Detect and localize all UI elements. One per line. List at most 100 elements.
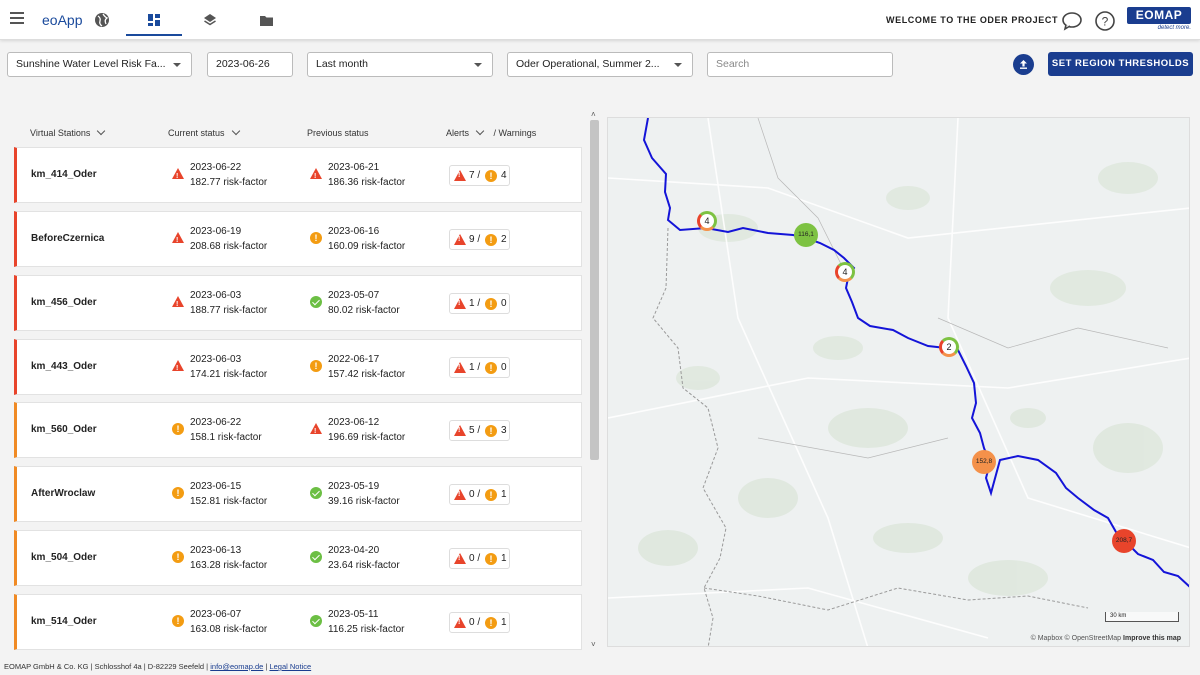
warning-icon: ! — [485, 489, 497, 501]
previous-date: 2023-06-12 — [328, 417, 380, 428]
alerts-warnings-badge: 1 /! 0 — [449, 357, 510, 378]
warning-icon: ! — [485, 298, 497, 310]
alert-icon — [454, 298, 466, 309]
warning-icon: ! — [485, 425, 497, 437]
current-value: 158.1 risk-factor — [190, 431, 262, 443]
map-view[interactable]: 4 116,1 4 2 152,8 208,7 30 km © Mapbox © Open… — [607, 117, 1190, 647]
folder-icon[interactable] — [254, 8, 278, 32]
legal-notice-link[interactable]: Legal Notice — [269, 662, 312, 671]
email-link[interactable]: info@eomap.de — [210, 662, 264, 671]
alert-icon — [310, 423, 322, 440]
alerts-warnings-badge: 7 /! 4 — [449, 165, 510, 186]
chevron-down-icon — [231, 126, 240, 136]
ok-icon — [310, 487, 322, 499]
chevron-down-icon — [475, 126, 485, 136]
alerts-warnings-badge: 9 /! 2 — [449, 229, 510, 250]
station-row[interactable]: km_504_Oder! 2023-06-13 163.28 risk-factor… — [14, 530, 582, 586]
warnings-count: 0 — [501, 298, 507, 309]
alert-icon — [454, 617, 466, 628]
chevron-down-icon — [97, 126, 106, 136]
warnings-count: 4 — [501, 170, 507, 181]
warning-icon: ! — [172, 615, 184, 627]
previous-value: 39.16 risk-factor — [328, 495, 400, 507]
alerts-count: 0 / — [469, 617, 481, 628]
ok-icon — [310, 296, 322, 308]
previous-value: 116.25 risk-factor — [328, 623, 405, 635]
current-date: 2023-06-19 — [190, 226, 242, 237]
region-select[interactable]: Oder Operational, Summer 2... — [507, 52, 693, 77]
station-name: BeforeCzernica — [31, 233, 105, 244]
scroll-up-icon[interactable]: ˄ — [591, 110, 596, 119]
alert-icon — [454, 234, 466, 245]
warning-icon: ! — [310, 232, 322, 244]
previous-date: 2023-05-11 — [328, 609, 379, 620]
station-row[interactable]: km_514_Oder! 2023-06-07 163.08 risk-factor… — [14, 594, 582, 650]
previous-value: 157.42 risk-factor — [328, 368, 406, 380]
alerts-warnings-badge: 1 /! 0 — [449, 293, 510, 314]
globe-icon[interactable] — [90, 8, 114, 32]
alerts-count: 1 / — [469, 362, 481, 373]
station-name: km_456_Oder — [31, 297, 97, 308]
upload-button[interactable] — [1013, 54, 1034, 75]
menu-icon[interactable] — [10, 12, 24, 24]
station-row[interactable]: km_414_Oder 2023-06-22 182.77 risk-factor 2… — [14, 147, 582, 203]
improve-map-link[interactable]: Improve this map — [1123, 635, 1181, 642]
period-select[interactable]: Last month — [307, 52, 493, 77]
current-date: 2023-06-13 — [190, 545, 242, 556]
eomap-logo: EOMAP detect more. — [1127, 7, 1191, 33]
chat-icon[interactable] — [1061, 10, 1083, 32]
previous-value: 186.36 risk-factor — [328, 176, 406, 188]
station-row[interactable]: km_560_Oder! 2023-06-22 158.1 risk-factor 2… — [14, 402, 582, 458]
current-date: 2023-06-03 — [190, 290, 242, 301]
cluster-marker[interactable]: 2 — [939, 337, 959, 357]
station-row[interactable]: km_456_Oder 2023-06-03 188.77 risk-factor 2… — [14, 275, 582, 331]
station-row[interactable]: BeforeCzernica 2023-06-19 208.68 risk-fact… — [14, 211, 582, 267]
alert-icon — [172, 168, 184, 185]
station-row[interactable]: AfterWroclaw! 2023-06-15 152.81 risk-facto… — [14, 466, 582, 522]
date-input[interactable]: 2023-06-26 — [207, 52, 293, 77]
warning-icon: ! — [485, 553, 497, 565]
cluster-marker[interactable]: 4 — [835, 262, 855, 282]
warnings-count: 0 — [501, 362, 507, 373]
warnings-count: 1 — [501, 553, 507, 564]
current-date: 2023-06-22 — [190, 417, 242, 428]
warning-icon: ! — [172, 423, 184, 435]
layers-icon[interactable] — [198, 8, 222, 32]
search-input[interactable]: Search — [707, 52, 893, 77]
alert-icon — [172, 232, 184, 249]
help-icon[interactable]: ? — [1094, 10, 1116, 32]
header-current-status[interactable]: Current status — [168, 126, 240, 142]
value-marker[interactable]: 208,7 — [1112, 529, 1136, 553]
warnings-count: 3 — [501, 425, 507, 436]
alerts-count: 0 / — [469, 553, 481, 564]
top-bar: eoApp WELCOME TO THE ODER PROJECT ? EOMA… — [0, 0, 1200, 40]
current-value: 174.21 risk-factor — [190, 368, 268, 380]
warning-icon: ! — [485, 170, 497, 182]
previous-date: 2023-06-16 — [328, 226, 380, 237]
header-previous-status: Previous status — [307, 128, 369, 138]
header-virtual-stations[interactable]: Virtual Stations — [30, 126, 106, 142]
warning-icon: ! — [172, 487, 184, 499]
warning-icon: ! — [485, 617, 497, 629]
alert-icon — [454, 553, 466, 564]
previous-date: 2023-06-21 — [328, 162, 380, 173]
ok-icon — [310, 615, 322, 627]
alert-icon — [454, 489, 466, 500]
value-marker[interactable]: 116,1 — [794, 223, 818, 247]
footer: EOMAP GmbH & Co. KG | Schlosshof 4a | D-… — [4, 662, 312, 671]
map-canvas — [608, 118, 1189, 646]
station-row[interactable]: km_443_Oder 2023-06-03 174.21 risk-factor!… — [14, 339, 582, 395]
cluster-marker[interactable]: 4 — [697, 211, 717, 231]
alerts-warnings-badge: 0 /! 1 — [449, 484, 510, 505]
scrollbar-thumb[interactable] — [590, 120, 599, 460]
value-marker[interactable]: 152,8 — [972, 450, 996, 474]
dashboard-icon[interactable] — [142, 8, 166, 32]
app-name[interactable]: eoApp — [42, 12, 83, 28]
warning-icon: ! — [310, 360, 322, 372]
svg-text:?: ? — [1102, 15, 1109, 29]
scroll-down-icon[interactable]: ˅ — [591, 640, 596, 649]
set-region-thresholds-button[interactable]: SET REGION THRESHOLDS — [1048, 52, 1193, 76]
indicator-select[interactable]: Sunshine Water Level Risk Fa... — [7, 52, 192, 77]
header-alerts[interactable]: Alerts / Warnings — [446, 126, 537, 138]
current-date: 2023-06-22 — [190, 162, 242, 173]
